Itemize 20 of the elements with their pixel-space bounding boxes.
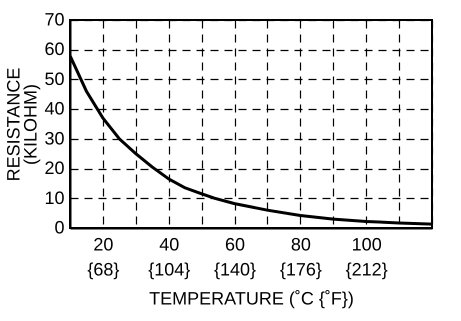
y-tick-label: 50 bbox=[44, 68, 64, 89]
x-axis-title: TEMPERATURE (˚C {˚F}) bbox=[149, 288, 354, 308]
x2-tick-label: {104} bbox=[148, 260, 190, 280]
x-tick-label: 100 bbox=[352, 234, 382, 254]
y-tick-label: 0 bbox=[54, 218, 64, 238]
y-tick-label: 60 bbox=[44, 39, 64, 60]
y-tick-label: 10 bbox=[44, 188, 64, 208]
x2-tick-label: {176} bbox=[280, 260, 322, 280]
x2-tick-label: {140} bbox=[214, 260, 256, 280]
y-tick-label: 30 bbox=[44, 128, 64, 148]
y-tick-label: 40 bbox=[44, 98, 64, 119]
y-axis-title: RESISTANCE (KILOHM) bbox=[3, 68, 40, 182]
x-tick-label: 40 bbox=[159, 234, 180, 254]
x-tick-label: 60 bbox=[225, 234, 246, 254]
x2-tick-label: {212} bbox=[346, 260, 388, 280]
y-tick-label: 20 bbox=[44, 158, 64, 178]
x-tick-label: 80 bbox=[290, 234, 311, 254]
x2-tick-label: {68} bbox=[87, 260, 120, 280]
y-tick-label: 70 bbox=[44, 10, 64, 30]
x-tick-label: 20 bbox=[93, 234, 114, 254]
